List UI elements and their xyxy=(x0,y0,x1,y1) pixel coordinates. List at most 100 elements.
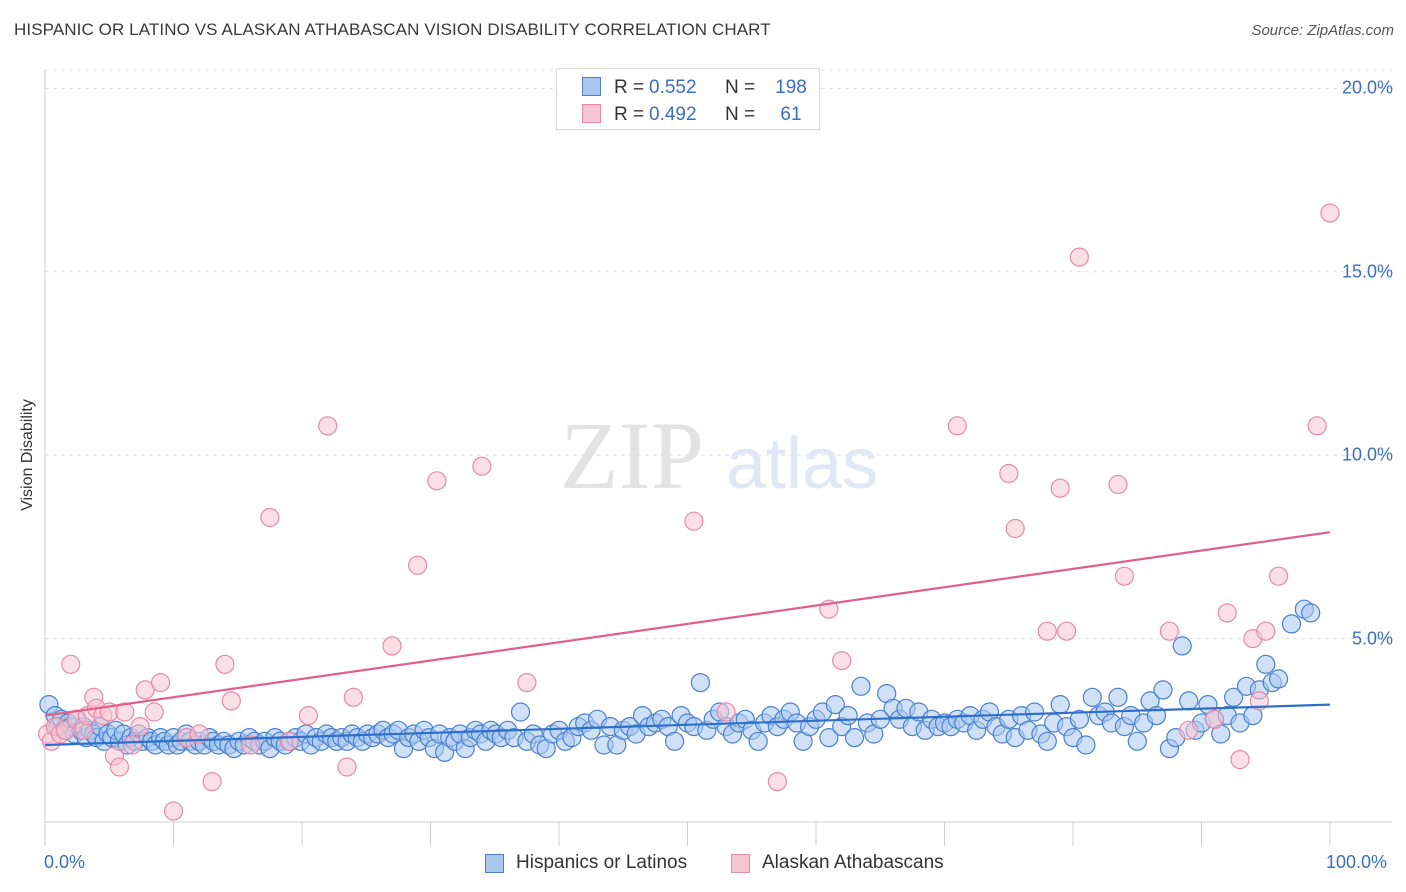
legend-n-label: N = xyxy=(725,104,756,125)
data-point-hispanics xyxy=(1256,654,1276,674)
data-point-hispanics xyxy=(1076,735,1096,755)
data-point-athabascans xyxy=(408,555,428,575)
chart-title: HISPANIC OR LATINO VS ALASKAN ATHABASCAN… xyxy=(14,20,771,39)
data-point-athabascans xyxy=(1108,474,1128,495)
y-tick-label: 10.0% xyxy=(1341,444,1393,465)
data-point-athabascans xyxy=(318,416,338,436)
legend-swatch-pink xyxy=(731,854,750,873)
data-point-athabascans xyxy=(202,771,222,792)
data-point-athabascans xyxy=(130,716,150,737)
trend-line-hispanics xyxy=(44,703,1331,747)
data-point-athabascans xyxy=(163,801,184,821)
legend-label-hispanics: Hispanics or Latinos xyxy=(516,852,688,873)
legend-r-label: R = xyxy=(614,104,645,125)
trend-lines xyxy=(44,531,1331,747)
data-point-athabascans xyxy=(122,735,142,755)
data-point-hispanics xyxy=(510,702,531,722)
data-point-athabascans xyxy=(241,735,261,755)
data-point-athabascans xyxy=(1204,709,1225,729)
data-point-hispanics xyxy=(1223,687,1244,707)
legend-r-value: 0.552 xyxy=(649,77,697,98)
x-tick-label-max: 100.0% xyxy=(1326,852,1388,872)
data-point-athabascans xyxy=(517,672,537,693)
data-point-athabascans xyxy=(343,687,363,707)
data-point-athabascans xyxy=(260,507,280,528)
data-point-athabascans xyxy=(1268,566,1289,586)
legend-swatch-blue xyxy=(582,77,601,96)
legend-swatch-pink xyxy=(582,104,601,123)
source-label: Source: ZipAtlas.com xyxy=(1251,22,1394,39)
watermark-atlas: atlas xyxy=(726,424,878,504)
data-point-athabascans xyxy=(767,771,788,792)
data-point-hispanics xyxy=(1037,731,1057,751)
data-point-athabascans xyxy=(1307,416,1327,436)
data-point-hispanics xyxy=(1024,702,1045,722)
data-point-athabascans xyxy=(189,724,209,744)
trend-line-athabascans xyxy=(44,531,1331,717)
data-point-hispanics xyxy=(1301,603,1321,623)
data-point-hispanics xyxy=(1268,669,1289,689)
data-point-hispanics xyxy=(838,705,858,726)
data-point-athabascans xyxy=(337,757,357,777)
data-point-athabascans xyxy=(1037,621,1057,641)
data-point-athabascans xyxy=(382,636,402,656)
legend-n-value: 61 xyxy=(780,104,802,125)
data-point-athabascans xyxy=(1230,749,1250,770)
data-point-athabascans xyxy=(151,672,171,693)
legend-n-value: 198 xyxy=(775,77,807,98)
data-point-athabascans xyxy=(1320,203,1340,223)
data-point-athabascans xyxy=(1050,478,1070,498)
data-point-hispanics xyxy=(1127,731,1147,751)
data-point-athabascans xyxy=(115,702,135,722)
watermark: ZIP atlas xyxy=(560,402,878,509)
data-point-hispanics xyxy=(819,727,839,748)
data-point-hispanics xyxy=(690,672,711,693)
data-point-hispanics xyxy=(1108,687,1128,707)
data-point-athabascans xyxy=(1249,691,1269,711)
data-point-hispanics xyxy=(1069,709,1090,729)
legend-swatch-blue xyxy=(485,854,504,873)
data-point-athabascans xyxy=(135,680,155,700)
data-point-athabascans xyxy=(832,650,852,671)
data-point-athabascans xyxy=(999,463,1019,484)
data-point-athabascans xyxy=(298,705,318,726)
data-point-athabascans xyxy=(947,416,967,436)
data-point-athabascans xyxy=(215,654,235,674)
data-point-hispanics xyxy=(1172,636,1192,656)
correlation-legend: R = 0.552 N = 198 R = 0.492 N = 61 xyxy=(556,68,820,130)
data-point-athabascans xyxy=(1114,566,1135,586)
legend-label-athabascans: Alaskan Athabascans xyxy=(762,852,944,873)
y-tick-label: 5.0% xyxy=(1351,628,1393,649)
data-point-athabascans xyxy=(1056,621,1077,641)
data-point-athabascans xyxy=(716,702,736,722)
data-point-athabascans xyxy=(1159,621,1180,641)
data-point-hispanics xyxy=(851,676,871,696)
data-point-athabascans xyxy=(144,702,164,722)
legend-r-value: 0.492 xyxy=(649,104,697,125)
series-athabascans xyxy=(37,203,1340,821)
data-point-hispanics xyxy=(1082,687,1102,707)
data-point-hispanics xyxy=(748,731,768,751)
data-point-athabascans xyxy=(427,471,447,491)
data-point-hispanics xyxy=(1179,691,1199,711)
y-tick-label: 15.0% xyxy=(1341,261,1393,282)
y-tick-label: 20.0% xyxy=(1341,77,1393,98)
legend-r-label: R = xyxy=(614,77,645,98)
data-point-hispanics xyxy=(844,727,865,748)
data-point-athabascans xyxy=(1069,247,1090,267)
data-point-athabascans xyxy=(221,691,241,711)
data-point-athabascans xyxy=(61,654,81,674)
data-point-athabascans xyxy=(279,731,299,751)
data-point-hispanics xyxy=(1281,614,1302,634)
data-point-athabascans xyxy=(684,511,704,531)
watermark-zip: ZIP xyxy=(560,402,704,509)
x-tick-label-min: 0.0% xyxy=(44,852,86,872)
data-point-hispanics xyxy=(1153,680,1173,700)
data-point-athabascans xyxy=(1217,603,1237,623)
data-point-hispanics xyxy=(664,731,685,751)
legend-n-label: N = xyxy=(725,77,756,98)
data-point-athabascans xyxy=(472,456,492,476)
data-point-hispanics xyxy=(1050,694,1070,715)
data-point-hispanics xyxy=(825,694,845,715)
